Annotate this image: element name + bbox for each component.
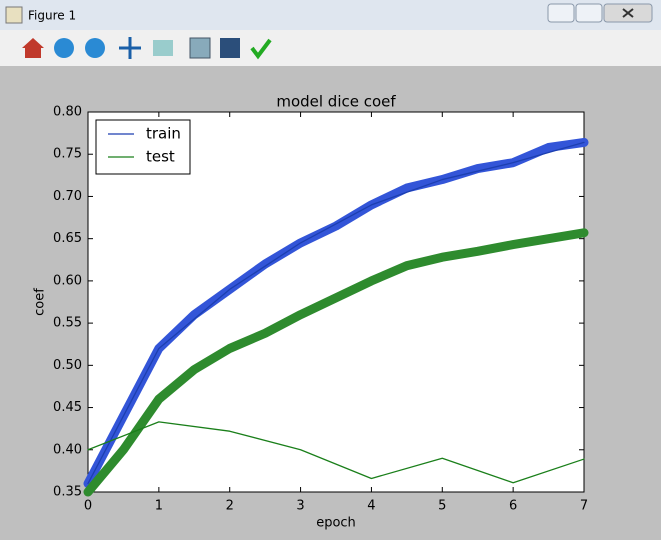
edit-button[interactable] xyxy=(250,38,272,60)
app-icon xyxy=(5,6,23,24)
close-icon xyxy=(622,8,634,18)
zoom-button[interactable] xyxy=(153,40,173,56)
window-title: Figure 1 xyxy=(28,9,76,23)
x-tick-label: 6 xyxy=(509,499,517,514)
legend-label: train xyxy=(146,125,181,143)
y-tick-label: 0.45 xyxy=(53,400,82,415)
y-tick-label: 0.80 xyxy=(53,105,82,120)
legend-box xyxy=(95,119,191,175)
y-tick-label: 0.70 xyxy=(53,189,82,204)
back-button[interactable] xyxy=(54,38,74,58)
save-button[interactable] xyxy=(220,38,240,58)
marker-line xyxy=(83,228,589,497)
y-axis-label: coef xyxy=(33,288,48,316)
x-tick-label: 0 xyxy=(84,499,92,514)
subplots-button[interactable] xyxy=(189,37,211,59)
x-tick-label: 5 xyxy=(438,499,446,514)
marker-line xyxy=(83,137,589,489)
x-tick-label: 4 xyxy=(367,499,375,514)
y-tick-label: 0.60 xyxy=(53,273,82,288)
toolbar xyxy=(0,30,661,66)
y-tick-label: 0.65 xyxy=(53,231,82,246)
home-button[interactable] xyxy=(22,38,44,58)
x-tick-label: 3 xyxy=(296,499,304,514)
forward-button[interactable] xyxy=(85,38,105,58)
series-line xyxy=(87,141,585,485)
legend-label: test xyxy=(146,148,175,166)
x-tick-label: 2 xyxy=(226,499,234,514)
x-tick-label: 7 xyxy=(580,499,588,514)
minimize-button[interactable] xyxy=(547,3,575,23)
chart-title: model dice coef xyxy=(276,93,396,111)
y-tick-label: 0.40 xyxy=(53,442,82,457)
y-tick-label: 0.35 xyxy=(53,485,82,500)
pan-button[interactable] xyxy=(119,37,141,59)
series-line xyxy=(87,421,585,484)
y-tick-label: 0.55 xyxy=(53,316,82,331)
y-tick-label: 0.50 xyxy=(53,358,82,373)
y-tick-label: 0.75 xyxy=(53,147,82,162)
maximize-button[interactable] xyxy=(575,3,603,23)
x-tick-label: 1 xyxy=(155,499,163,514)
x-axis-label: epoch xyxy=(316,516,356,531)
